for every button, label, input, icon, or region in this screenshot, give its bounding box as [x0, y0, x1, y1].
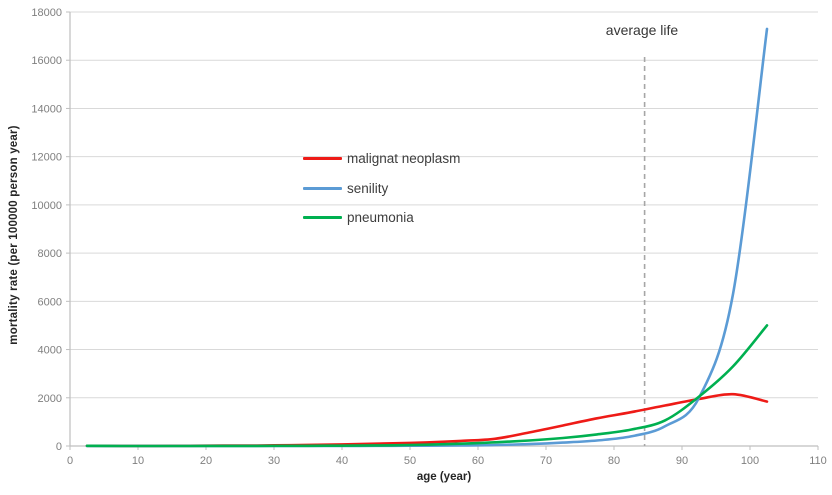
y-tick-label: 0 [56, 441, 62, 453]
y-tick-label: 12000 [31, 152, 62, 164]
legend-item-senility: senility [303, 174, 460, 204]
legend-item-malignant-neoplasm: malignat neoplasm [303, 144, 460, 174]
x-tick-label: 90 [676, 455, 688, 467]
y-axis-title: mortality rate (per 100000 person year) [8, 125, 20, 345]
x-tick-label: 10 [132, 455, 144, 467]
legend-label: senility [347, 180, 389, 196]
x-tick-label: 40 [336, 455, 348, 467]
legend-label: malignat neoplasm [347, 151, 461, 167]
x-tick-label: 50 [404, 455, 416, 467]
series-line-senility [85, 27, 769, 448]
y-tick-label: 18000 [31, 7, 62, 19]
x-tick-label: 20 [200, 455, 212, 467]
y-tick-label: 8000 [38, 248, 62, 260]
x-tick-label: 80 [608, 455, 620, 467]
y-tick-label: 4000 [38, 345, 62, 357]
legend-label: pneumonia [347, 210, 414, 226]
x-tick-label: 70 [540, 455, 552, 467]
x-tick-label: 0 [67, 455, 73, 467]
x-tick-label: 60 [472, 455, 484, 467]
legend-item-pneumonia: pneumonia [303, 203, 460, 233]
legend-line-swatch [303, 216, 342, 220]
y-tick-label: 6000 [38, 296, 62, 308]
x-tick-label: 110 [809, 455, 827, 467]
annotation-label: average life [605, 22, 679, 38]
y-tick-label: 14000 [31, 103, 62, 115]
series-line-pneumonia [85, 324, 769, 448]
legend-line-swatch [303, 186, 342, 190]
y-tick-label: 16000 [31, 55, 62, 67]
x-tick-label: 30 [268, 455, 280, 467]
legend-line-swatch [303, 157, 342, 161]
y-tick-label: 2000 [38, 393, 62, 405]
y-tick-label: 10000 [31, 200, 62, 212]
x-tick-label: 100 [741, 455, 759, 467]
x-axis-title: age (year) [416, 471, 472, 483]
legend: malignat neoplasm senility pneumonia [303, 144, 460, 233]
